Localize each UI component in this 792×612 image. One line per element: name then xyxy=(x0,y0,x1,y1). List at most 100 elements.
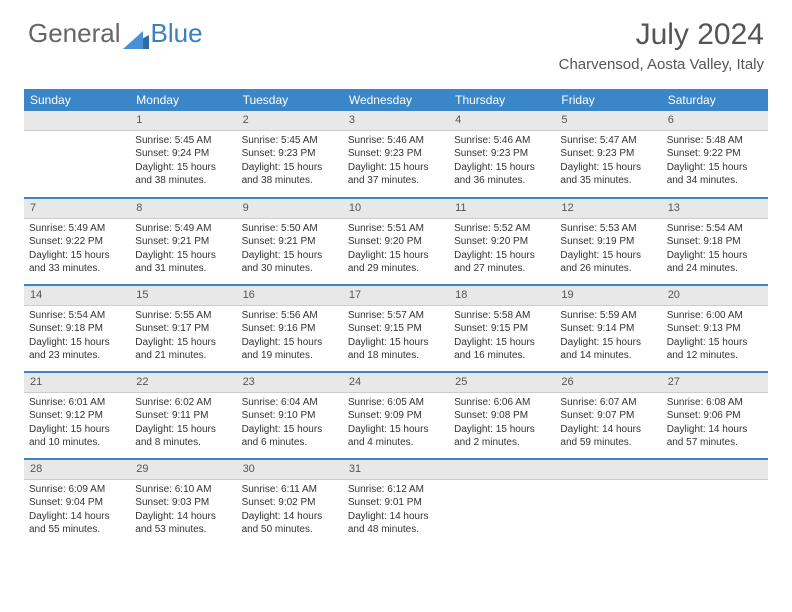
calendar-cell xyxy=(555,459,661,545)
day-content: Sunrise: 5:56 AMSunset: 9:16 PMDaylight:… xyxy=(237,306,343,367)
day-number: 7 xyxy=(24,199,130,219)
calendar-cell xyxy=(662,459,768,545)
day-content: Sunrise: 5:46 AMSunset: 9:23 PMDaylight:… xyxy=(343,131,449,192)
sunset-text: Sunset: 9:23 PM xyxy=(454,147,550,161)
title-block: July 2024 Charvensod, Aosta Valley, Ital… xyxy=(559,18,764,73)
day-content: Sunrise: 6:09 AMSunset: 9:04 PMDaylight:… xyxy=(24,480,130,541)
day-content: Sunrise: 5:52 AMSunset: 9:20 PMDaylight:… xyxy=(449,219,555,280)
day-number: 10 xyxy=(343,199,449,219)
sunset-text: Sunset: 9:19 PM xyxy=(560,235,656,249)
logo-triangle-icon xyxy=(123,25,149,43)
sunrise-text: Sunrise: 5:54 AM xyxy=(29,309,125,323)
sunrise-text: Sunrise: 5:46 AM xyxy=(454,134,550,148)
calendar-thead: SundayMondayTuesdayWednesdayThursdayFrid… xyxy=(24,89,768,111)
sunrise-text: Sunrise: 5:58 AM xyxy=(454,309,550,323)
day-number-empty xyxy=(555,460,661,480)
calendar-body: 1Sunrise: 5:45 AMSunset: 9:24 PMDaylight… xyxy=(24,111,768,545)
day-number: 27 xyxy=(662,373,768,393)
calendar-cell: 22Sunrise: 6:02 AMSunset: 9:11 PMDayligh… xyxy=(130,372,236,458)
sunrise-text: Sunrise: 5:52 AM xyxy=(454,222,550,236)
daylight-text: Daylight: 15 hours and 34 minutes. xyxy=(667,161,763,188)
sunrise-text: Sunrise: 6:08 AM xyxy=(667,396,763,410)
sunset-text: Sunset: 9:21 PM xyxy=(242,235,338,249)
day-content: Sunrise: 5:51 AMSunset: 9:20 PMDaylight:… xyxy=(343,219,449,280)
calendar-cell: 7Sunrise: 5:49 AMSunset: 9:22 PMDaylight… xyxy=(24,198,130,284)
calendar-week: 1Sunrise: 5:45 AMSunset: 9:24 PMDaylight… xyxy=(24,111,768,197)
day-header: Tuesday xyxy=(237,89,343,111)
daylight-text: Daylight: 15 hours and 23 minutes. xyxy=(29,336,125,363)
sunset-text: Sunset: 9:04 PM xyxy=(29,496,125,510)
day-content: Sunrise: 5:46 AMSunset: 9:23 PMDaylight:… xyxy=(449,131,555,192)
day-number: 31 xyxy=(343,460,449,480)
calendar-cell: 8Sunrise: 5:49 AMSunset: 9:21 PMDaylight… xyxy=(130,198,236,284)
calendar-cell: 13Sunrise: 5:54 AMSunset: 9:18 PMDayligh… xyxy=(662,198,768,284)
day-header: Friday xyxy=(555,89,661,111)
calendar-cell: 6Sunrise: 5:48 AMSunset: 9:22 PMDaylight… xyxy=(662,111,768,197)
day-number-empty xyxy=(662,460,768,480)
sunrise-text: Sunrise: 5:45 AM xyxy=(242,134,338,148)
calendar-week: 14Sunrise: 5:54 AMSunset: 9:18 PMDayligh… xyxy=(24,285,768,371)
daylight-text: Daylight: 15 hours and 18 minutes. xyxy=(348,336,444,363)
logo-text-general: General xyxy=(28,18,121,49)
day-content: Sunrise: 6:07 AMSunset: 9:07 PMDaylight:… xyxy=(555,393,661,454)
sunset-text: Sunset: 9:22 PM xyxy=(29,235,125,249)
day-content: Sunrise: 5:57 AMSunset: 9:15 PMDaylight:… xyxy=(343,306,449,367)
calendar-cell: 20Sunrise: 6:00 AMSunset: 9:13 PMDayligh… xyxy=(662,285,768,371)
calendar-cell: 17Sunrise: 5:57 AMSunset: 9:15 PMDayligh… xyxy=(343,285,449,371)
daylight-text: Daylight: 15 hours and 27 minutes. xyxy=(454,249,550,276)
calendar-cell: 4Sunrise: 5:46 AMSunset: 9:23 PMDaylight… xyxy=(449,111,555,197)
daylight-text: Daylight: 14 hours and 50 minutes. xyxy=(242,510,338,537)
daylight-text: Daylight: 15 hours and 14 minutes. xyxy=(560,336,656,363)
calendar-cell: 19Sunrise: 5:59 AMSunset: 9:14 PMDayligh… xyxy=(555,285,661,371)
daylight-text: Daylight: 15 hours and 36 minutes. xyxy=(454,161,550,188)
calendar-cell: 14Sunrise: 5:54 AMSunset: 9:18 PMDayligh… xyxy=(24,285,130,371)
sunset-text: Sunset: 9:22 PM xyxy=(667,147,763,161)
daylight-text: Daylight: 14 hours and 59 minutes. xyxy=(560,423,656,450)
calendar-cell: 11Sunrise: 5:52 AMSunset: 9:20 PMDayligh… xyxy=(449,198,555,284)
day-number: 12 xyxy=(555,199,661,219)
calendar-cell: 16Sunrise: 5:56 AMSunset: 9:16 PMDayligh… xyxy=(237,285,343,371)
day-content: Sunrise: 6:01 AMSunset: 9:12 PMDaylight:… xyxy=(24,393,130,454)
day-content: Sunrise: 5:50 AMSunset: 9:21 PMDaylight:… xyxy=(237,219,343,280)
day-number: 16 xyxy=(237,286,343,306)
daylight-text: Daylight: 15 hours and 35 minutes. xyxy=(560,161,656,188)
sunset-text: Sunset: 9:12 PM xyxy=(29,409,125,423)
daylight-text: Daylight: 14 hours and 55 minutes. xyxy=(29,510,125,537)
day-number: 21 xyxy=(24,373,130,393)
sunset-text: Sunset: 9:15 PM xyxy=(454,322,550,336)
calendar-cell: 25Sunrise: 6:06 AMSunset: 9:08 PMDayligh… xyxy=(449,372,555,458)
daylight-text: Daylight: 15 hours and 31 minutes. xyxy=(135,249,231,276)
sunset-text: Sunset: 9:20 PM xyxy=(348,235,444,249)
daylight-text: Daylight: 15 hours and 4 minutes. xyxy=(348,423,444,450)
sunrise-text: Sunrise: 5:46 AM xyxy=(348,134,444,148)
calendar-cell xyxy=(24,111,130,197)
day-content: Sunrise: 6:05 AMSunset: 9:09 PMDaylight:… xyxy=(343,393,449,454)
day-number: 1 xyxy=(130,111,236,131)
sunset-text: Sunset: 9:03 PM xyxy=(135,496,231,510)
day-header: Monday xyxy=(130,89,236,111)
day-number: 17 xyxy=(343,286,449,306)
calendar-week: 21Sunrise: 6:01 AMSunset: 9:12 PMDayligh… xyxy=(24,372,768,458)
daylight-text: Daylight: 15 hours and 26 minutes. xyxy=(560,249,656,276)
sunset-text: Sunset: 9:23 PM xyxy=(348,147,444,161)
sunset-text: Sunset: 9:10 PM xyxy=(242,409,338,423)
calendar-cell xyxy=(449,459,555,545)
day-content: Sunrise: 5:48 AMSunset: 9:22 PMDaylight:… xyxy=(662,131,768,192)
sunrise-text: Sunrise: 5:49 AM xyxy=(135,222,231,236)
day-content: Sunrise: 5:53 AMSunset: 9:19 PMDaylight:… xyxy=(555,219,661,280)
day-header: Thursday xyxy=(449,89,555,111)
daylight-text: Daylight: 15 hours and 38 minutes. xyxy=(135,161,231,188)
sunrise-text: Sunrise: 5:49 AM xyxy=(29,222,125,236)
sunrise-text: Sunrise: 5:47 AM xyxy=(560,134,656,148)
calendar-cell: 9Sunrise: 5:50 AMSunset: 9:21 PMDaylight… xyxy=(237,198,343,284)
daylight-text: Daylight: 15 hours and 6 minutes. xyxy=(242,423,338,450)
calendar-cell: 5Sunrise: 5:47 AMSunset: 9:23 PMDaylight… xyxy=(555,111,661,197)
sunset-text: Sunset: 9:11 PM xyxy=(135,409,231,423)
sunset-text: Sunset: 9:02 PM xyxy=(242,496,338,510)
sunrise-text: Sunrise: 6:06 AM xyxy=(454,396,550,410)
logo: General Blue xyxy=(28,18,203,49)
calendar-cell: 3Sunrise: 5:46 AMSunset: 9:23 PMDaylight… xyxy=(343,111,449,197)
calendar-cell: 31Sunrise: 6:12 AMSunset: 9:01 PMDayligh… xyxy=(343,459,449,545)
sunrise-text: Sunrise: 6:11 AM xyxy=(242,483,338,497)
daylight-text: Daylight: 15 hours and 37 minutes. xyxy=(348,161,444,188)
